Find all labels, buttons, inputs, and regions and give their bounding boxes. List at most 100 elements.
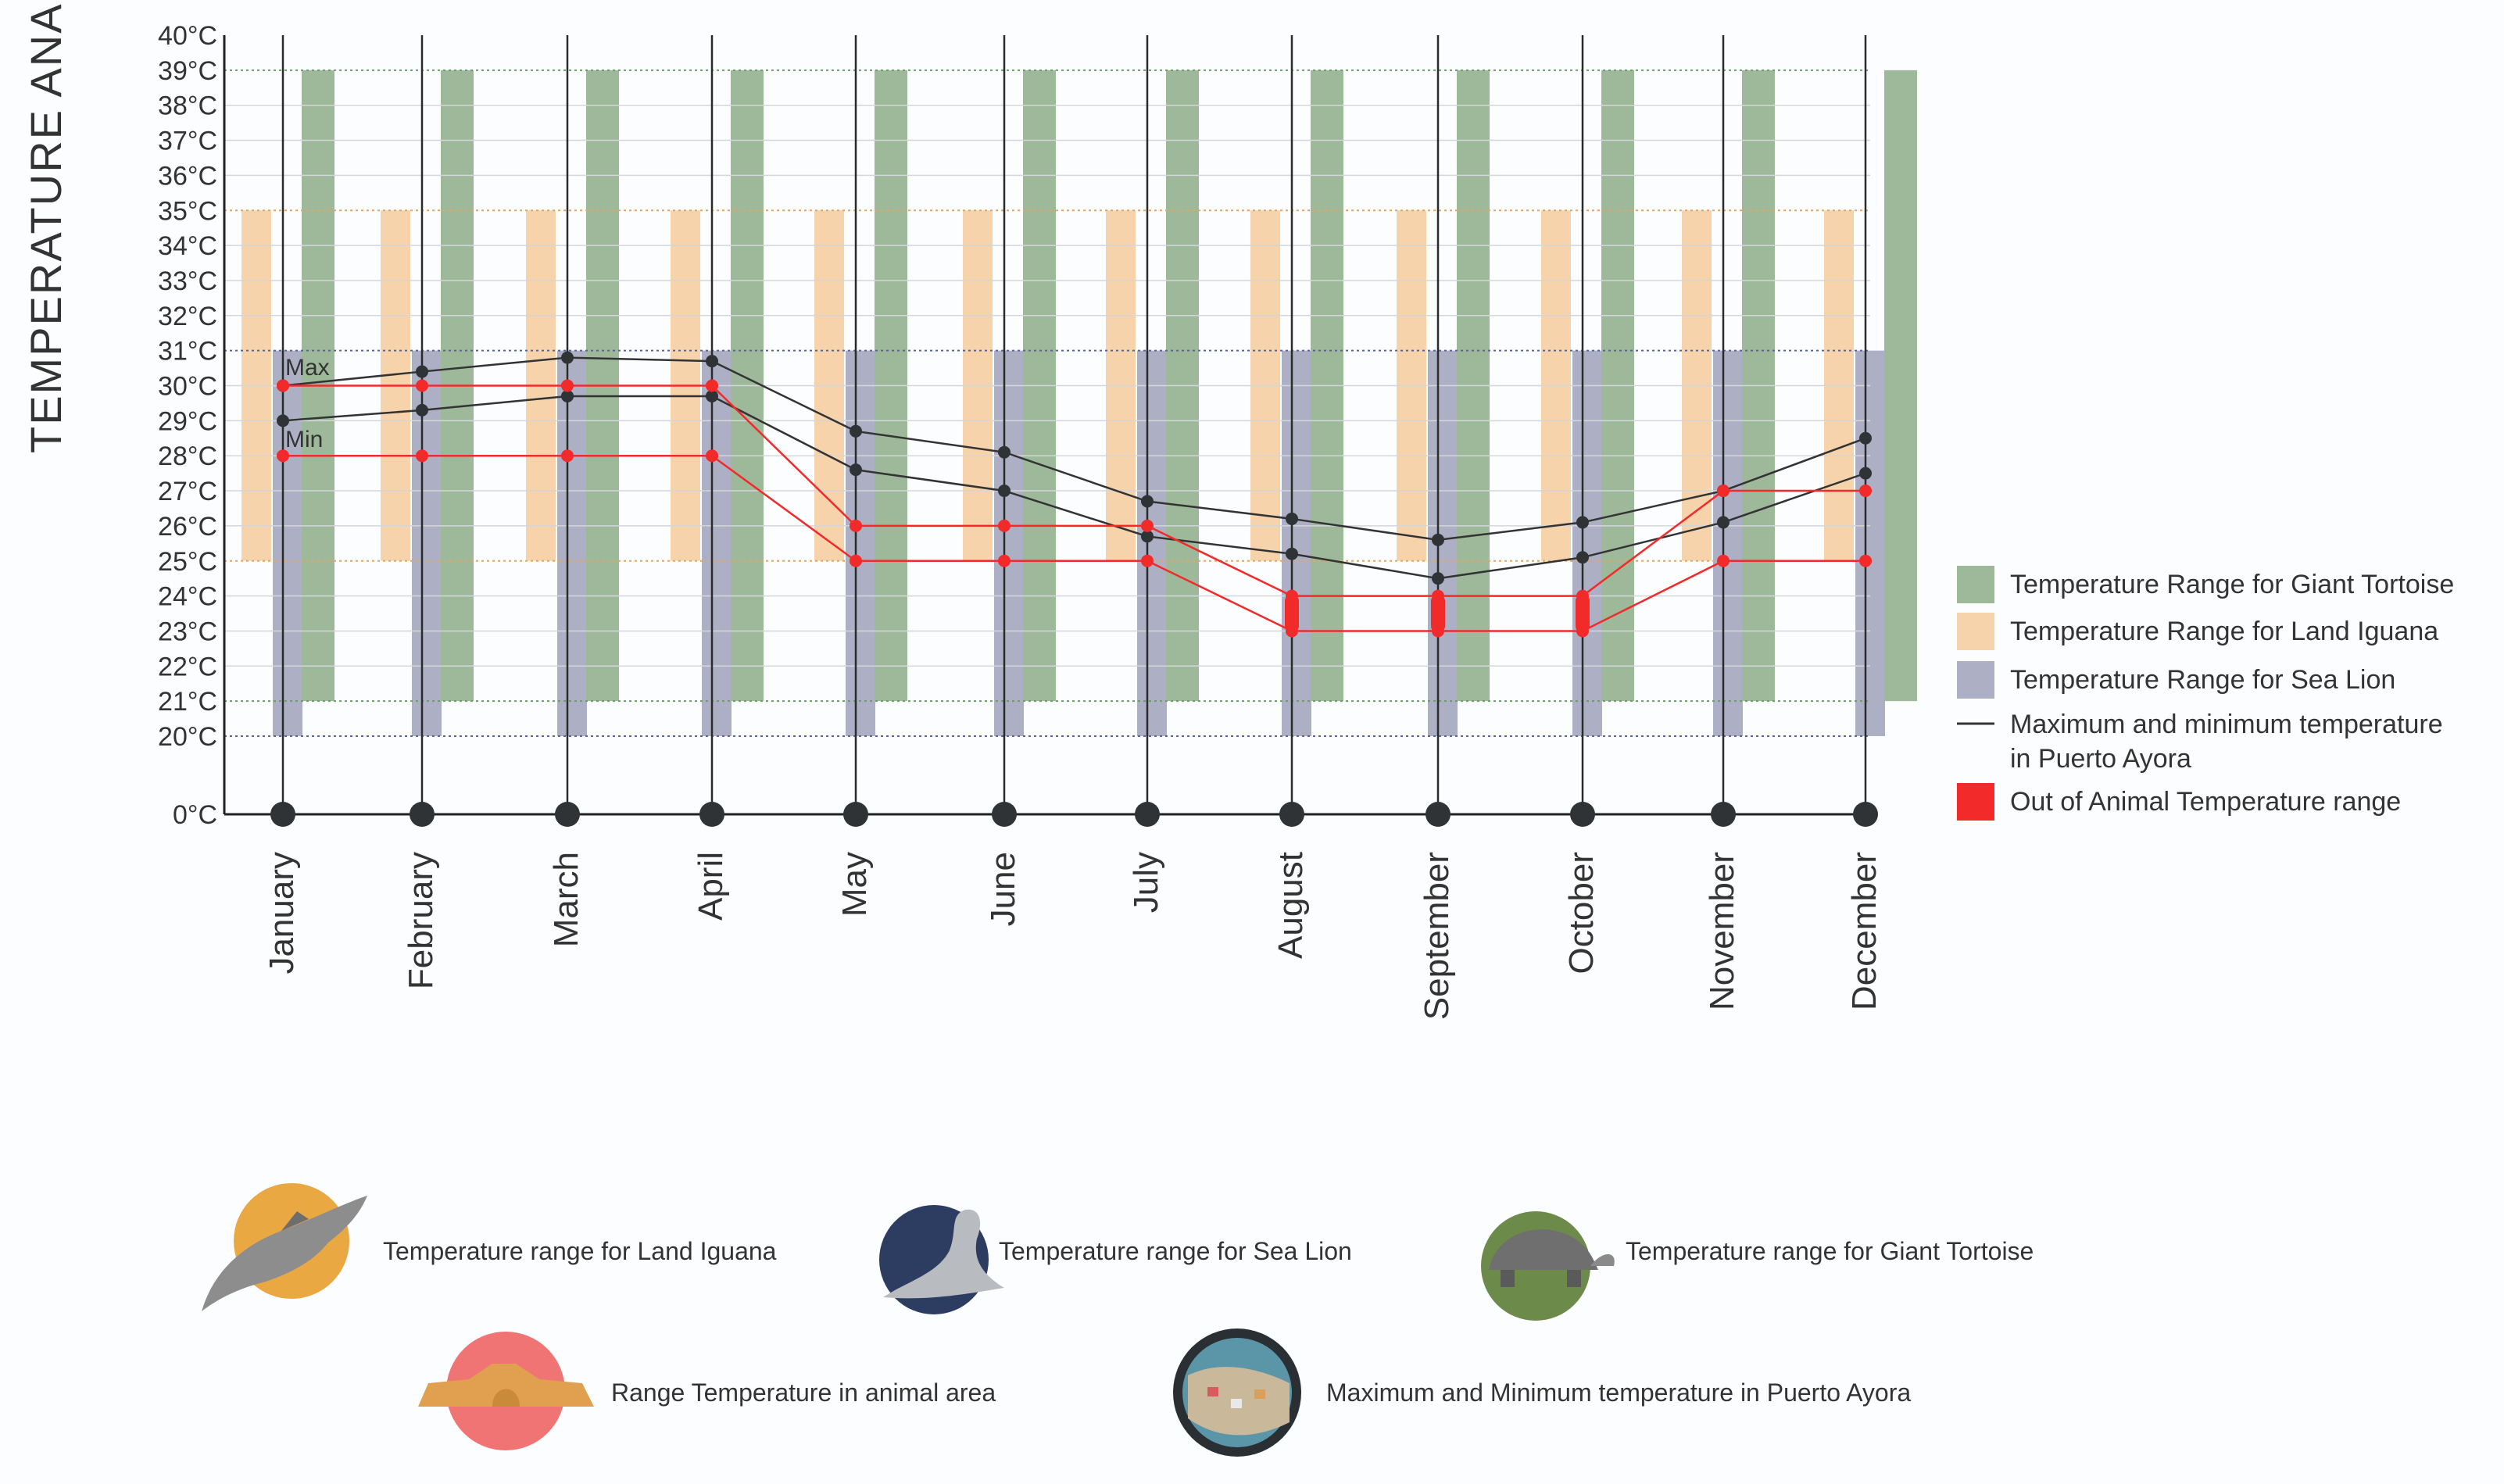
sealion-range-bar-october (1572, 350, 1602, 736)
area-min-point-april (706, 449, 718, 463)
y-tick-label: 20°C (158, 722, 217, 752)
month-base-dot-november (1711, 802, 1736, 827)
area-min-point-july (1141, 554, 1154, 567)
area-max-point-march (561, 379, 574, 392)
x-tick-label: August (1272, 852, 1310, 959)
min-temp-line (282, 395, 1866, 580)
month-base-dot-september (1425, 802, 1451, 827)
max-temp-point-october (1576, 516, 1589, 529)
legend-swatch-iguana (1957, 613, 1994, 650)
area-max-line (283, 384, 1865, 597)
y-tick-label: 40°C (158, 21, 217, 51)
month-base-dot-may (843, 802, 868, 827)
min-temp-point-december (1859, 467, 1872, 480)
area-max-point-july (1141, 519, 1154, 532)
min-annotation: Min (285, 427, 323, 452)
giant-tortoise-label: Temperature range for Giant Tortoise (1626, 1237, 2034, 1265)
y-tick-label: 21°C (158, 687, 217, 717)
area-min-point-may (850, 554, 862, 567)
temperature-points (270, 351, 1878, 827)
min-temp-point-march (561, 389, 574, 402)
month-base-dot-march (555, 802, 580, 827)
area-min-line (283, 454, 1865, 632)
max-temp-line (282, 356, 1866, 542)
y-tick-label: 26°C (158, 512, 217, 542)
max-temp-point-march (561, 351, 574, 364)
x-tick-label: April (692, 852, 730, 921)
min-temp-point-november (1717, 516, 1730, 529)
area-max-point-september (1432, 589, 1444, 603)
y-tick-label: 36°C (158, 161, 217, 191)
sealion-range-bar-november (1713, 350, 1743, 736)
area-min-point-december (1859, 554, 1872, 567)
chart-legend: Temperature Range for Giant Tortoise Tem… (1957, 566, 2454, 821)
sealion-range-bar-december (1855, 350, 1885, 736)
sealion-range-bar-february (412, 350, 442, 736)
legend-label-tortoise: Temperature Range for Giant Tortoise (2010, 570, 2454, 599)
area-min-point-august (1286, 624, 1298, 638)
y-tick-label: 38°C (158, 91, 217, 121)
area-max-point-november (1717, 485, 1730, 498)
legend-swatch-tortoise (1957, 566, 1994, 603)
area-max-point-december (1859, 485, 1872, 498)
legend-label-line-1: Maximum and minimum temperature (2010, 710, 2443, 739)
area-min-point-january (277, 449, 289, 463)
land-iguana-label: Temperature range for Land Iguana (383, 1237, 777, 1265)
y-tick-label: 24°C (158, 582, 217, 612)
area-min-point-june (998, 554, 1011, 567)
y-tick-label: 23°C (158, 617, 217, 646)
area-max-point-february (416, 379, 428, 392)
max-temp-point-february (416, 365, 428, 378)
month-base-dot-july (1135, 802, 1160, 827)
month-base-dot-october (1570, 802, 1595, 827)
month-lines (281, 35, 1867, 814)
y-tick-label: 28°C (158, 442, 217, 471)
gridlines (223, 35, 1870, 816)
out-of-range-bar-august (1285, 595, 1299, 631)
x-tick-label: May (835, 852, 874, 917)
min-temp-point-october (1576, 551, 1589, 564)
area-min-point-february (416, 449, 428, 463)
min-temp-point-april (706, 389, 718, 402)
legend-swatch-out-of-range (1957, 783, 1994, 821)
chart-title: TEMPERATURE ANALYSIS (21, 0, 70, 453)
x-tick-label: September (1418, 852, 1456, 1020)
month-base-dot-august (1279, 802, 1304, 827)
sealion-range-bar-march (557, 350, 587, 736)
x-tick-label: October (1562, 852, 1601, 974)
area-max-point-october (1576, 589, 1589, 603)
legend-label-line-2: in Puerto Ayora (2010, 744, 2191, 774)
min-temp-point-september (1432, 572, 1444, 585)
legend-label-out-of-range: Out of Animal Temperature range (2010, 787, 2401, 817)
max-temp-point-august (1286, 512, 1298, 525)
area-min-point-november (1717, 554, 1730, 567)
min-temp-point-august (1286, 547, 1298, 560)
legend-label-sealion: Temperature Range for Sea Lion (2010, 665, 2395, 695)
y-tick-label: 35°C (158, 196, 217, 226)
y-tick-label: 25°C (158, 547, 217, 577)
y-tick-label: 31°C (158, 337, 217, 367)
area-max-point-june (998, 519, 1011, 532)
sealion-range-bar-may (846, 350, 875, 736)
sealion-range-bar-april (702, 350, 732, 736)
area-max-point-august (1286, 589, 1298, 603)
x-tick-label: February (402, 852, 440, 989)
month-base-dot-june (992, 802, 1017, 827)
area-min-point-october (1576, 624, 1589, 638)
max-temp-point-september (1432, 533, 1444, 546)
min-temp-point-july (1141, 530, 1154, 543)
area-min-point-march (561, 449, 574, 463)
y-tick-label: 0°C (173, 800, 217, 830)
x-axis-labels: January February March April May June July Augu… (263, 852, 1883, 1020)
y-tick-label: 39°C (158, 56, 217, 86)
y-tick-label: 30°C (158, 372, 217, 402)
sealion-range-bar-june (994, 350, 1024, 736)
month-base-dot-january (270, 802, 295, 827)
x-tick-label: March (547, 852, 585, 947)
area-max-point-may (850, 519, 862, 532)
y-tick-label: 37°C (158, 127, 217, 156)
sealion-range-bar-january (273, 350, 302, 736)
min-temp-point-may (850, 463, 862, 477)
y-axis-labels: 0°C 20°C 21°C 22°C 23°C 24°C 25°C 26°C 27°C 28°C 2… (158, 21, 217, 830)
